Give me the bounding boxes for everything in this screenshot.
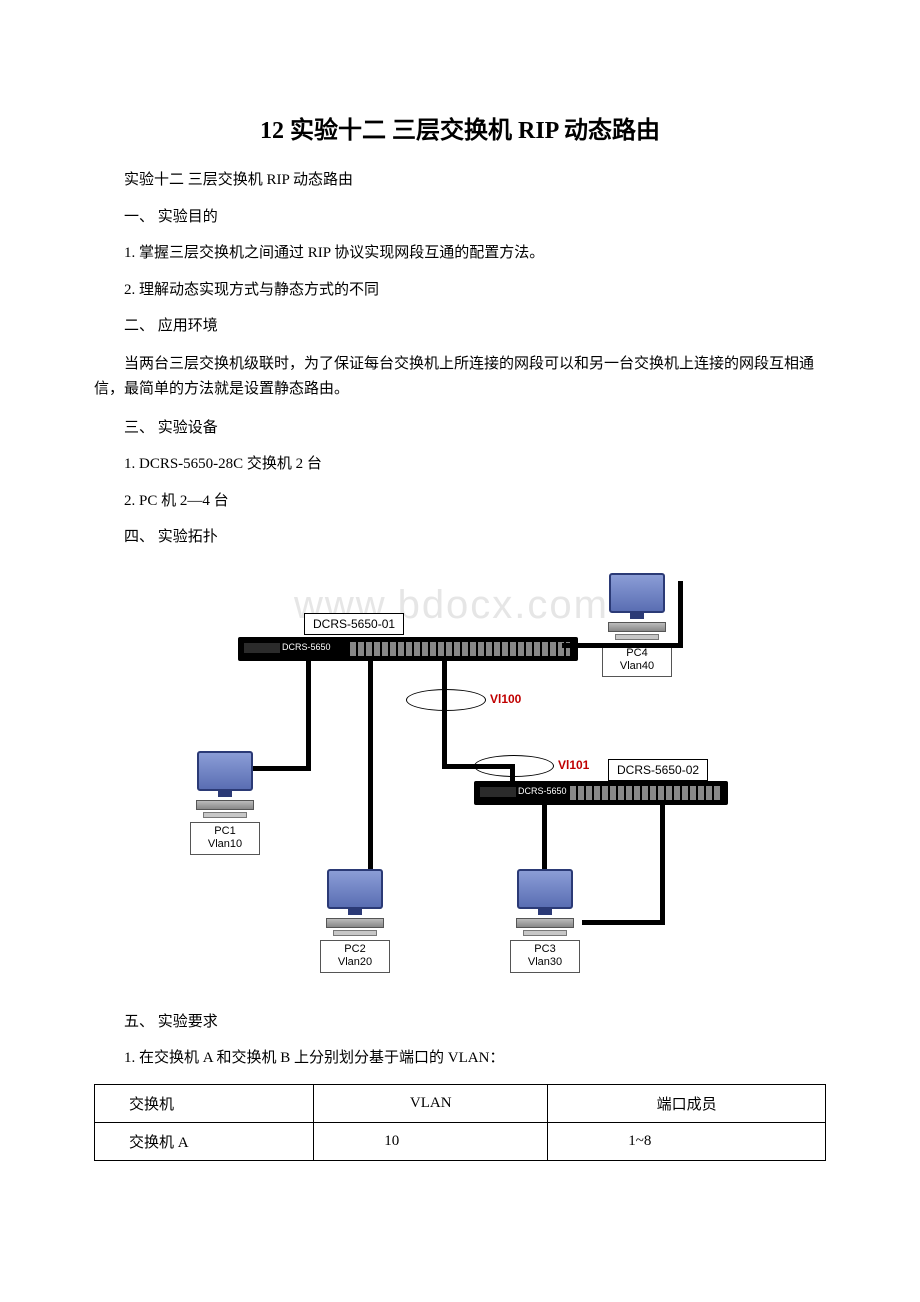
table-row: 交换机 A 10 1~8 — [95, 1122, 826, 1160]
page-title: 12 实验十二 三层交换机 RIP 动态路由 — [94, 110, 826, 145]
section-4-heading: 四、 实验拓扑 — [94, 526, 826, 549]
pc1-monitor-icon — [197, 751, 253, 791]
table-cell-vlan: 10 — [314, 1122, 548, 1160]
pc3-keyboard-icon — [523, 930, 567, 936]
pc3-base-icon — [516, 918, 574, 928]
pc2-caption: PC2 Vlan20 — [320, 940, 390, 974]
switch-1-model-label: DCRS-5650 — [282, 642, 331, 652]
pc4-name: PC4 — [626, 647, 647, 659]
table-cell-switch: 交换机 A — [95, 1122, 314, 1160]
vl101-label: Vl101 — [558, 758, 589, 772]
section-3-item-2: 2. PC 机 2—4 台 — [94, 490, 826, 513]
pc3-caption: PC3 Vlan30 — [510, 940, 580, 974]
section-3-heading: 三、 实验设备 — [94, 417, 826, 440]
pc4-caption: PC4 Vlan40 — [602, 644, 672, 678]
cable-s1-pc1-v — [306, 661, 311, 771]
cable-s1-pc2 — [368, 661, 373, 873]
section-5-item-1: 1. 在交换机 A 和交换机 B 上分别划分基于端口的 VLAN： — [94, 1047, 826, 1070]
switch-1-ports-icon — [350, 642, 570, 656]
vl101-ellipse — [474, 755, 554, 777]
section-5-heading: 五、 实验要求 — [94, 1011, 826, 1034]
section-3-item-1: 1. DCRS-5650-28C 交换机 2 台 — [94, 453, 826, 476]
subtitle: 实验十二 三层交换机 RIP 动态路由 — [94, 169, 826, 192]
section-2-heading: 二、 应用环境 — [94, 315, 826, 338]
cable-s1-pc4-v — [678, 581, 683, 648]
pc4-monitor-icon — [609, 573, 665, 613]
section-1-heading: 一、 实验目的 — [94, 206, 826, 229]
switch-2: DCRS-5650 — [474, 781, 728, 805]
switch-2-ports-icon — [570, 786, 720, 800]
table-header-switch: 交换机 — [95, 1084, 314, 1122]
pc2-name: PC2 — [344, 943, 365, 955]
table-cell-ports: 1~8 — [548, 1122, 826, 1160]
pc2-keyboard-icon — [333, 930, 377, 936]
cable-s2-right-v — [660, 805, 665, 925]
pc3: PC3 Vlan30 — [510, 869, 580, 974]
cable-trunk-v1 — [442, 661, 447, 769]
pc1: PC1 Vlan10 — [190, 751, 260, 856]
pc3-vlan: Vlan30 — [528, 956, 562, 968]
table-header-vlan: VLAN — [314, 1084, 548, 1122]
pc1-name: PC1 — [214, 825, 235, 837]
cable-s2-pc3 — [542, 805, 547, 875]
switch-1-label-box: DCRS-5650-01 — [304, 613, 404, 635]
pc2: PC2 Vlan20 — [320, 869, 390, 974]
pc1-caption: PC1 Vlan10 — [190, 822, 260, 856]
vl100-ellipse — [406, 689, 486, 711]
pc2-monitor-icon — [327, 869, 383, 909]
pc1-keyboard-icon — [203, 812, 247, 818]
pc4-keyboard-icon — [615, 634, 659, 640]
pc4-vlan: Vlan40 — [620, 660, 654, 672]
cable-s1-pc4-h — [562, 643, 682, 648]
pc2-vlan: Vlan20 — [338, 956, 372, 968]
pc3-name: PC3 — [534, 943, 555, 955]
pc2-base-icon — [326, 918, 384, 928]
vlan-table: 交换机 VLAN 端口成员 交换机 A 10 1~8 — [94, 1084, 826, 1161]
switch-1: DCRS-5650 — [238, 637, 578, 661]
section-2-body: 当两台三层交换机级联时，为了保证每台交换机上所连接的网段可以和另一台交换机上连接… — [94, 352, 826, 403]
cable-s2-right-h — [582, 920, 665, 925]
switch-2-model-label: DCRS-5650 — [518, 786, 567, 796]
switch-2-label-box: DCRS-5650-02 — [608, 759, 708, 781]
table-header-ports: 端口成员 — [548, 1084, 826, 1122]
section-1-item-2: 2. 理解动态实现方式与静态方式的不同 — [94, 279, 826, 302]
section-1-item-1: 1. 掌握三层交换机之间通过 RIP 协议实现网段互通的配置方法。 — [94, 242, 826, 265]
pc4: PC4 Vlan40 — [602, 573, 672, 678]
pc4-base-icon — [608, 622, 666, 632]
table-header-row: 交换机 VLAN 端口成员 — [95, 1084, 826, 1122]
pc1-base-icon — [196, 800, 254, 810]
topology-diagram: www.bdocx.com DCRS-5650-01 PC4 Vlan40 DC… — [190, 563, 730, 1003]
pc3-monitor-icon — [517, 869, 573, 909]
vl100-label: Vl100 — [490, 692, 521, 706]
pc1-vlan: Vlan10 — [208, 838, 242, 850]
